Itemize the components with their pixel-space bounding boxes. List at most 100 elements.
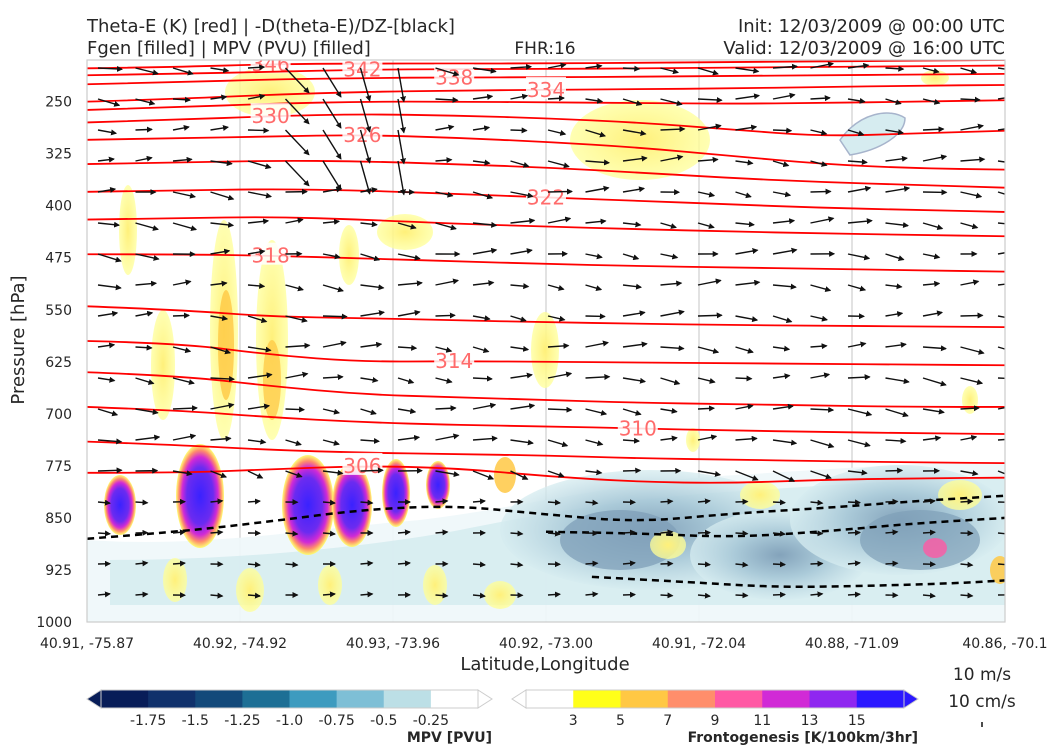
wind-vector <box>210 435 232 442</box>
wind-vector <box>210 94 228 101</box>
wind-vector <box>210 529 224 536</box>
wind-vector <box>397 98 406 134</box>
wind-vector <box>922 435 942 442</box>
wind-vector <box>97 408 119 417</box>
mpv-colorbar: -1.75 -1.5 -1.25 -1.0 -0.75 -0.5 -0.25 <box>86 689 493 729</box>
wind-vector <box>810 343 828 350</box>
wind-vector <box>510 127 528 134</box>
wind-vector <box>772 247 798 255</box>
wind-vector <box>847 591 861 598</box>
wind-vector <box>810 61 835 69</box>
wind-vector <box>772 561 786 568</box>
wind-vector <box>322 408 341 415</box>
wind-vector <box>435 312 456 319</box>
wind-vector <box>97 438 123 445</box>
wind-vector <box>697 405 716 412</box>
colorbar-swatch <box>430 690 479 708</box>
dthetae-dz-contour <box>591 575 1005 589</box>
wind-vector <box>322 439 340 446</box>
title-left-line2: Fgen [filled] | MPV (PVU) [filled] <box>87 38 371 59</box>
wind-vector <box>660 407 678 414</box>
wind-vector <box>585 253 603 260</box>
wind-vector <box>359 98 372 133</box>
wind-vector <box>885 155 908 162</box>
colorbar-swatch <box>715 690 763 708</box>
wind-vector <box>585 340 609 348</box>
wind-vector <box>885 185 911 193</box>
title-right-line1: Init: 12/03/2009 @ 00:00 UTC <box>738 16 1005 37</box>
wind-vector <box>285 561 299 568</box>
wind-vector <box>247 498 261 505</box>
wind-vector <box>885 529 899 536</box>
wind-vector <box>622 341 648 348</box>
wind-vector <box>735 561 749 568</box>
wind-vector <box>435 124 455 131</box>
wind-vector <box>922 67 940 74</box>
colorbar-swatch <box>762 690 810 708</box>
wind-vector <box>847 499 861 506</box>
wind-vector <box>622 377 647 384</box>
y-tick-label: 700 <box>45 407 72 423</box>
wind-vector <box>97 65 123 72</box>
wind-vector <box>735 124 758 131</box>
wind-vector <box>172 156 193 163</box>
wind-vector <box>997 67 1005 70</box>
wind-vector <box>322 129 342 160</box>
wind-vector <box>660 529 674 536</box>
wind-vector <box>847 408 873 417</box>
wind-vector <box>397 160 406 196</box>
wind-vector <box>285 530 299 537</box>
wind-vector <box>472 191 494 200</box>
wind-vector <box>247 403 271 410</box>
wind-vector <box>322 98 342 129</box>
wind-vector <box>397 253 421 261</box>
wind-vector <box>435 96 459 103</box>
vector-reference-vertical-label: 10 cm/s <box>948 692 1016 712</box>
vector-reference-horizontal-label: 10 m/s <box>953 665 1011 685</box>
wind-vector <box>210 375 236 382</box>
wind-vector <box>847 469 868 476</box>
wind-vector <box>960 434 978 441</box>
wind-vector <box>810 95 831 102</box>
wind-vector <box>172 96 192 103</box>
wind-vector <box>97 376 116 383</box>
wind-vector <box>285 284 304 292</box>
wind-vector <box>435 470 460 478</box>
wind-vector <box>847 62 870 69</box>
wind-vector <box>660 126 686 133</box>
wind-vector <box>772 403 794 410</box>
wind-vector <box>960 592 974 599</box>
wind-vector <box>847 218 873 225</box>
wind-vector <box>472 402 497 410</box>
wind-vector <box>472 315 491 322</box>
theta-e-contour <box>87 159 1005 189</box>
wind-vector <box>210 402 235 410</box>
wind-vector <box>435 498 449 505</box>
wind-vector <box>585 499 599 506</box>
title-center: FHR:16 <box>514 39 575 59</box>
wind-vector <box>810 284 832 293</box>
wind-vector <box>847 129 865 137</box>
wind-vector <box>360 499 374 506</box>
colorbar-swatch <box>242 690 290 708</box>
wind-vector <box>547 95 565 102</box>
wind-vector <box>922 310 944 317</box>
wind-vector <box>397 377 415 385</box>
wind-vector <box>360 341 383 348</box>
vector-reference-key: 10 m/s 10 cm/s <box>948 665 1016 727</box>
x-tick-label: 40.91, -75.87 <box>40 636 134 652</box>
wind-vector <box>172 346 192 354</box>
wind-vector <box>97 499 111 506</box>
wind-vector <box>97 310 119 317</box>
wind-vector <box>585 129 606 138</box>
wind-vector <box>697 434 718 441</box>
wind-vector <box>510 191 534 199</box>
wind-vector <box>135 377 155 385</box>
theta-e-contour-label: 342 <box>343 58 381 82</box>
wind-vector <box>359 129 372 164</box>
wind-vector <box>135 434 161 441</box>
y-tick-label: 475 <box>45 251 72 267</box>
wind-vector <box>585 185 610 193</box>
theta-e-contour-label: 314 <box>435 349 473 373</box>
